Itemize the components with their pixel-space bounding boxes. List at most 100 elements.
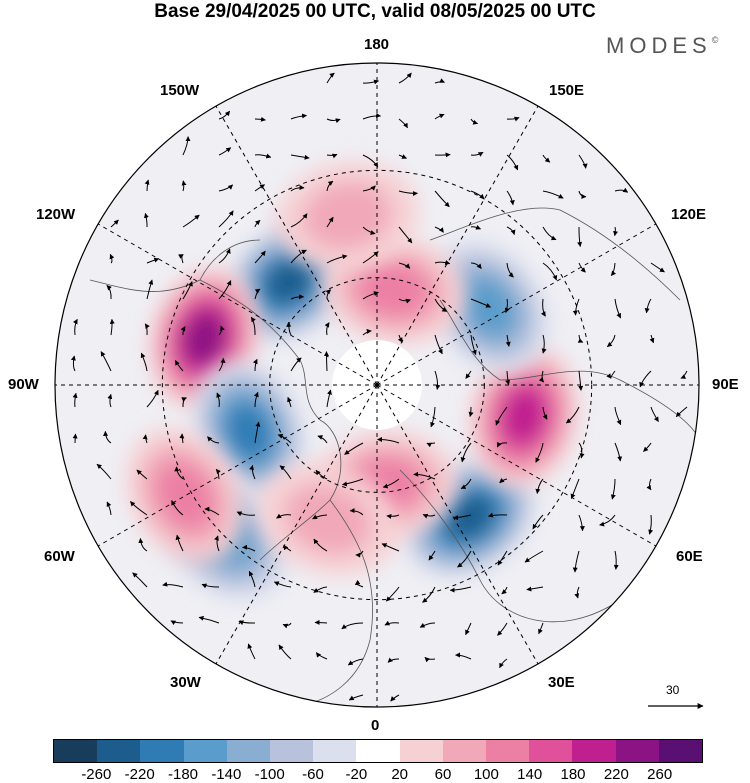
colorbar-swatch xyxy=(529,740,573,762)
anomaly-high xyxy=(275,161,419,271)
wind-vector xyxy=(578,154,588,169)
wind-vector xyxy=(313,538,328,552)
wind-vector xyxy=(362,226,376,236)
anomaly-high xyxy=(257,463,399,576)
wind-vector xyxy=(542,154,551,163)
wind-vector xyxy=(313,586,328,593)
wind-vector xyxy=(578,370,584,391)
wind-vector xyxy=(422,513,436,519)
wind-vector xyxy=(182,214,200,228)
wind-vector xyxy=(614,406,622,426)
wind-vector xyxy=(362,112,382,120)
wind-vector xyxy=(110,219,119,228)
wind-vectors xyxy=(70,72,688,702)
colorbar-tick-label: -60 xyxy=(302,766,324,783)
colorbar-tick-label: 140 xyxy=(517,766,543,783)
wind-vector xyxy=(398,72,412,84)
anomaly-field xyxy=(125,161,579,601)
wind-vector xyxy=(273,581,292,588)
wind-vector xyxy=(146,389,159,408)
lon-label-150e: 150E xyxy=(549,82,585,99)
wind-vector xyxy=(434,78,445,84)
wind-vector xyxy=(646,478,652,491)
wind-vector xyxy=(465,622,472,636)
wind-vector xyxy=(570,478,580,500)
wind-vector xyxy=(138,537,148,552)
wind-vector xyxy=(526,586,544,592)
wind-vector xyxy=(218,147,232,156)
wind-vector xyxy=(326,180,334,192)
wind-vector xyxy=(460,478,472,490)
wind-vector xyxy=(144,323,150,336)
wind-vector xyxy=(180,326,186,336)
lon-label-0: 0 xyxy=(371,717,380,734)
wind-vector xyxy=(314,619,328,625)
wind-vector xyxy=(386,513,400,519)
wind-vector xyxy=(254,184,266,192)
colorbar-tick-label: -100 xyxy=(254,766,285,783)
wind-vector xyxy=(434,152,451,158)
wind-vector xyxy=(398,226,413,244)
wind-vector xyxy=(146,257,160,264)
wind-vector xyxy=(341,622,364,630)
wind-vector xyxy=(250,316,256,336)
wind-vector xyxy=(542,226,557,241)
wind-vector xyxy=(610,478,616,500)
colorbar-swatch xyxy=(270,740,314,762)
wind-vector xyxy=(501,586,508,595)
wind-vector xyxy=(136,469,148,480)
lon-label-90e: 90E xyxy=(712,376,739,393)
wind-vector xyxy=(499,477,508,484)
lon-label-30e: 30E xyxy=(548,674,575,691)
wind-vector xyxy=(362,328,372,336)
wind-vector xyxy=(218,210,234,228)
wind-vector xyxy=(143,212,149,228)
wind-vector xyxy=(613,226,619,237)
wind-vector xyxy=(362,154,379,168)
wind-vector xyxy=(384,620,400,626)
wind-vector xyxy=(572,298,580,316)
wind-vector xyxy=(178,254,184,264)
wind-vector xyxy=(506,190,515,206)
wind-vector xyxy=(249,464,256,480)
wind-vector xyxy=(286,321,292,336)
lon-label-120w: 120W xyxy=(36,206,76,223)
wind-vector xyxy=(254,153,272,159)
wind-vector xyxy=(470,262,482,269)
meridian-line xyxy=(376,105,539,386)
colorbar-tick-label: 260 xyxy=(647,766,673,783)
colorbar xyxy=(53,739,703,763)
wind-vector xyxy=(130,501,148,516)
wind-vector xyxy=(315,652,328,660)
wind-vector xyxy=(495,406,508,426)
wind-vector xyxy=(290,357,302,372)
wind-vector xyxy=(675,406,688,418)
modes-logo: MODES© xyxy=(606,33,718,59)
wind-vector xyxy=(606,370,616,379)
wind-vector xyxy=(70,355,76,372)
wind-vector xyxy=(572,550,580,573)
colorbar-swatch xyxy=(658,740,703,762)
wind-vector xyxy=(434,226,444,233)
wind-vector xyxy=(218,357,226,372)
lon-label-60w: 60W xyxy=(44,548,75,565)
wind-vector xyxy=(254,288,261,300)
colorbar-tick-label: -220 xyxy=(124,766,155,783)
colorbar-swatch xyxy=(97,740,141,762)
colorbar-swatch xyxy=(54,740,98,762)
colorbar-swatch xyxy=(356,740,400,762)
anomaly-high xyxy=(125,427,244,564)
colorbar-swatch xyxy=(442,740,487,762)
wind-vector xyxy=(290,213,308,228)
wind-vector xyxy=(218,184,234,192)
wind-vector xyxy=(279,465,292,480)
wind-vector xyxy=(381,543,400,552)
wind-vector xyxy=(354,579,364,588)
wind-vector xyxy=(290,113,308,120)
wind-vector xyxy=(434,113,445,120)
wind-vector xyxy=(100,351,112,372)
colorbar-tick-label: -20 xyxy=(345,766,368,783)
wind-vector xyxy=(413,471,436,480)
wind-vector xyxy=(283,544,292,552)
